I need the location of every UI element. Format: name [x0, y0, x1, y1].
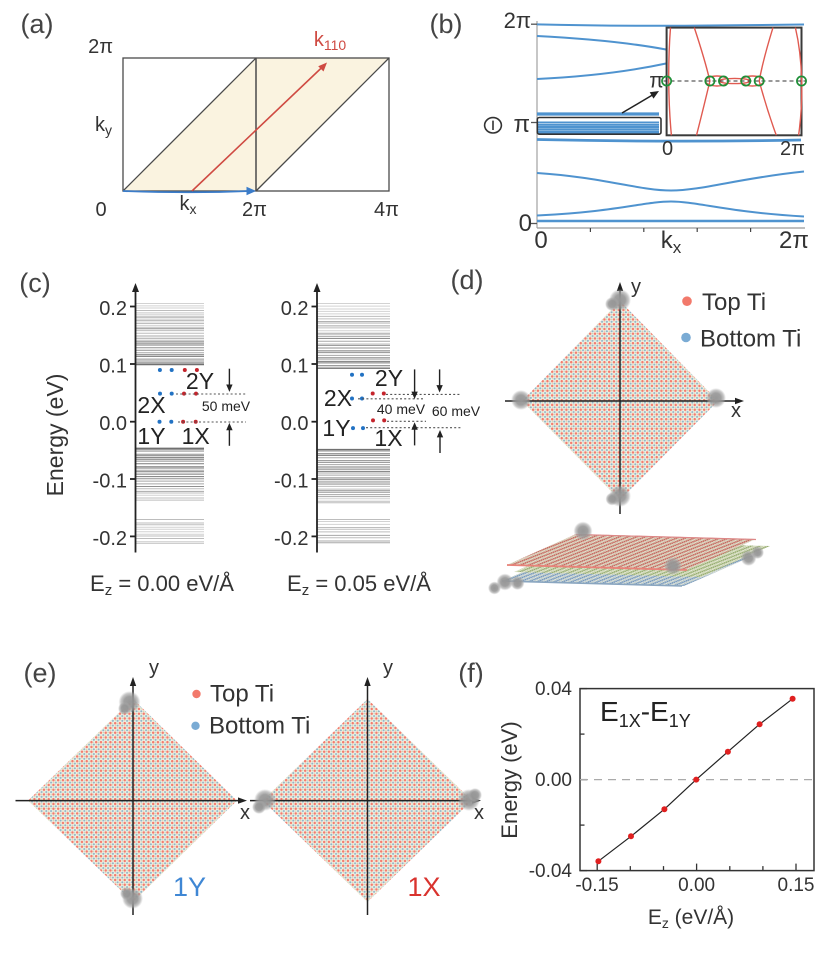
svg-text:0.04: 0.04	[535, 679, 572, 700]
svg-text:(b): (b)	[430, 9, 463, 39]
svg-text:-0.2: -0.2	[93, 528, 127, 550]
svg-text:y: y	[631, 276, 641, 298]
svg-text:0.00: 0.00	[678, 875, 715, 896]
svg-text:y: y	[383, 657, 393, 679]
svg-text:0.00: 0.00	[535, 770, 572, 791]
svg-text:(d): (d)	[451, 265, 484, 295]
svg-text:Ez = 0.00 eV/Å: Ez = 0.00 eV/Å	[90, 571, 234, 599]
svg-text:4π: 4π	[374, 199, 399, 221]
svg-text:0.1: 0.1	[281, 356, 309, 378]
svg-text:40 meV: 40 meV	[377, 401, 426, 417]
svg-text:Bottom Ti: Bottom Ti	[209, 713, 310, 740]
svg-text:2π: 2π	[779, 227, 809, 254]
svg-text:1X: 1X	[374, 425, 402, 451]
svg-text:(c): (c)	[19, 268, 50, 298]
svg-text:Energy (eV): Energy (eV)	[497, 721, 522, 838]
svg-text:0: 0	[534, 227, 547, 254]
svg-text:-0.04: -0.04	[529, 861, 573, 882]
svg-text:0.15: 0.15	[778, 875, 815, 896]
svg-text:k110: k110	[314, 29, 347, 53]
svg-text:2Y: 2Y	[186, 368, 214, 394]
svg-text:Ez = 0.05 eV/Å: Ez = 0.05 eV/Å	[287, 571, 431, 599]
svg-text:ky: ky	[95, 114, 112, 138]
svg-text:y: y	[149, 657, 159, 679]
svg-text:0.0: 0.0	[99, 413, 127, 435]
svg-text:0: 0	[95, 199, 106, 221]
svg-text:Energy (eV): Energy (eV)	[42, 374, 68, 497]
svg-text:(e): (e)	[24, 658, 57, 688]
svg-text:50 meV: 50 meV	[202, 398, 251, 414]
svg-text:0: 0	[662, 138, 673, 160]
svg-text:2X: 2X	[137, 392, 165, 418]
svg-text:2π: 2π	[504, 8, 531, 33]
svg-text:Ez (eV/Å): Ez (eV/Å)	[648, 906, 734, 931]
svg-text:1Y: 1Y	[173, 872, 206, 902]
svg-text:kx: kx	[180, 193, 197, 217]
svg-text:E1X-E1Y: E1X-E1Y	[600, 696, 691, 731]
svg-text:2π: 2π	[88, 36, 113, 58]
svg-text:2Y: 2Y	[375, 365, 403, 391]
svg-text:Top Ti: Top Ti	[210, 681, 274, 708]
svg-text:-0.1: -0.1	[274, 471, 308, 493]
svg-text:2X: 2X	[324, 385, 352, 411]
svg-text:1X: 1X	[407, 872, 440, 902]
svg-text:π: π	[513, 111, 530, 138]
svg-text:π: π	[649, 70, 664, 93]
svg-text:Top Ti: Top Ti	[702, 289, 766, 316]
svg-text:(a): (a)	[21, 9, 54, 39]
svg-text:2π: 2π	[780, 138, 805, 160]
svg-text:kx: kx	[661, 227, 682, 257]
svg-text:1X: 1X	[182, 423, 210, 449]
svg-text:0.2: 0.2	[99, 298, 127, 320]
svg-text:-0.2: -0.2	[274, 528, 308, 550]
svg-text:(f): (f)	[458, 658, 483, 688]
svg-text:x: x	[474, 802, 484, 824]
svg-text:0.0: 0.0	[281, 413, 309, 435]
svg-text:0: 0	[519, 210, 532, 237]
svg-text:0.1: 0.1	[99, 356, 127, 378]
svg-text:-0.1: -0.1	[93, 471, 127, 493]
svg-text:-0.15: -0.15	[575, 875, 618, 896]
svg-text:1Y: 1Y	[137, 423, 165, 449]
svg-text:x: x	[240, 802, 250, 824]
svg-text:60 meV: 60 meV	[432, 403, 481, 419]
svg-text:0.2: 0.2	[281, 298, 309, 320]
svg-text:x: x	[731, 400, 741, 422]
svg-text:2π: 2π	[242, 199, 267, 221]
svg-text:1Y: 1Y	[322, 415, 350, 441]
svg-text:Bottom Ti: Bottom Ti	[700, 326, 801, 353]
